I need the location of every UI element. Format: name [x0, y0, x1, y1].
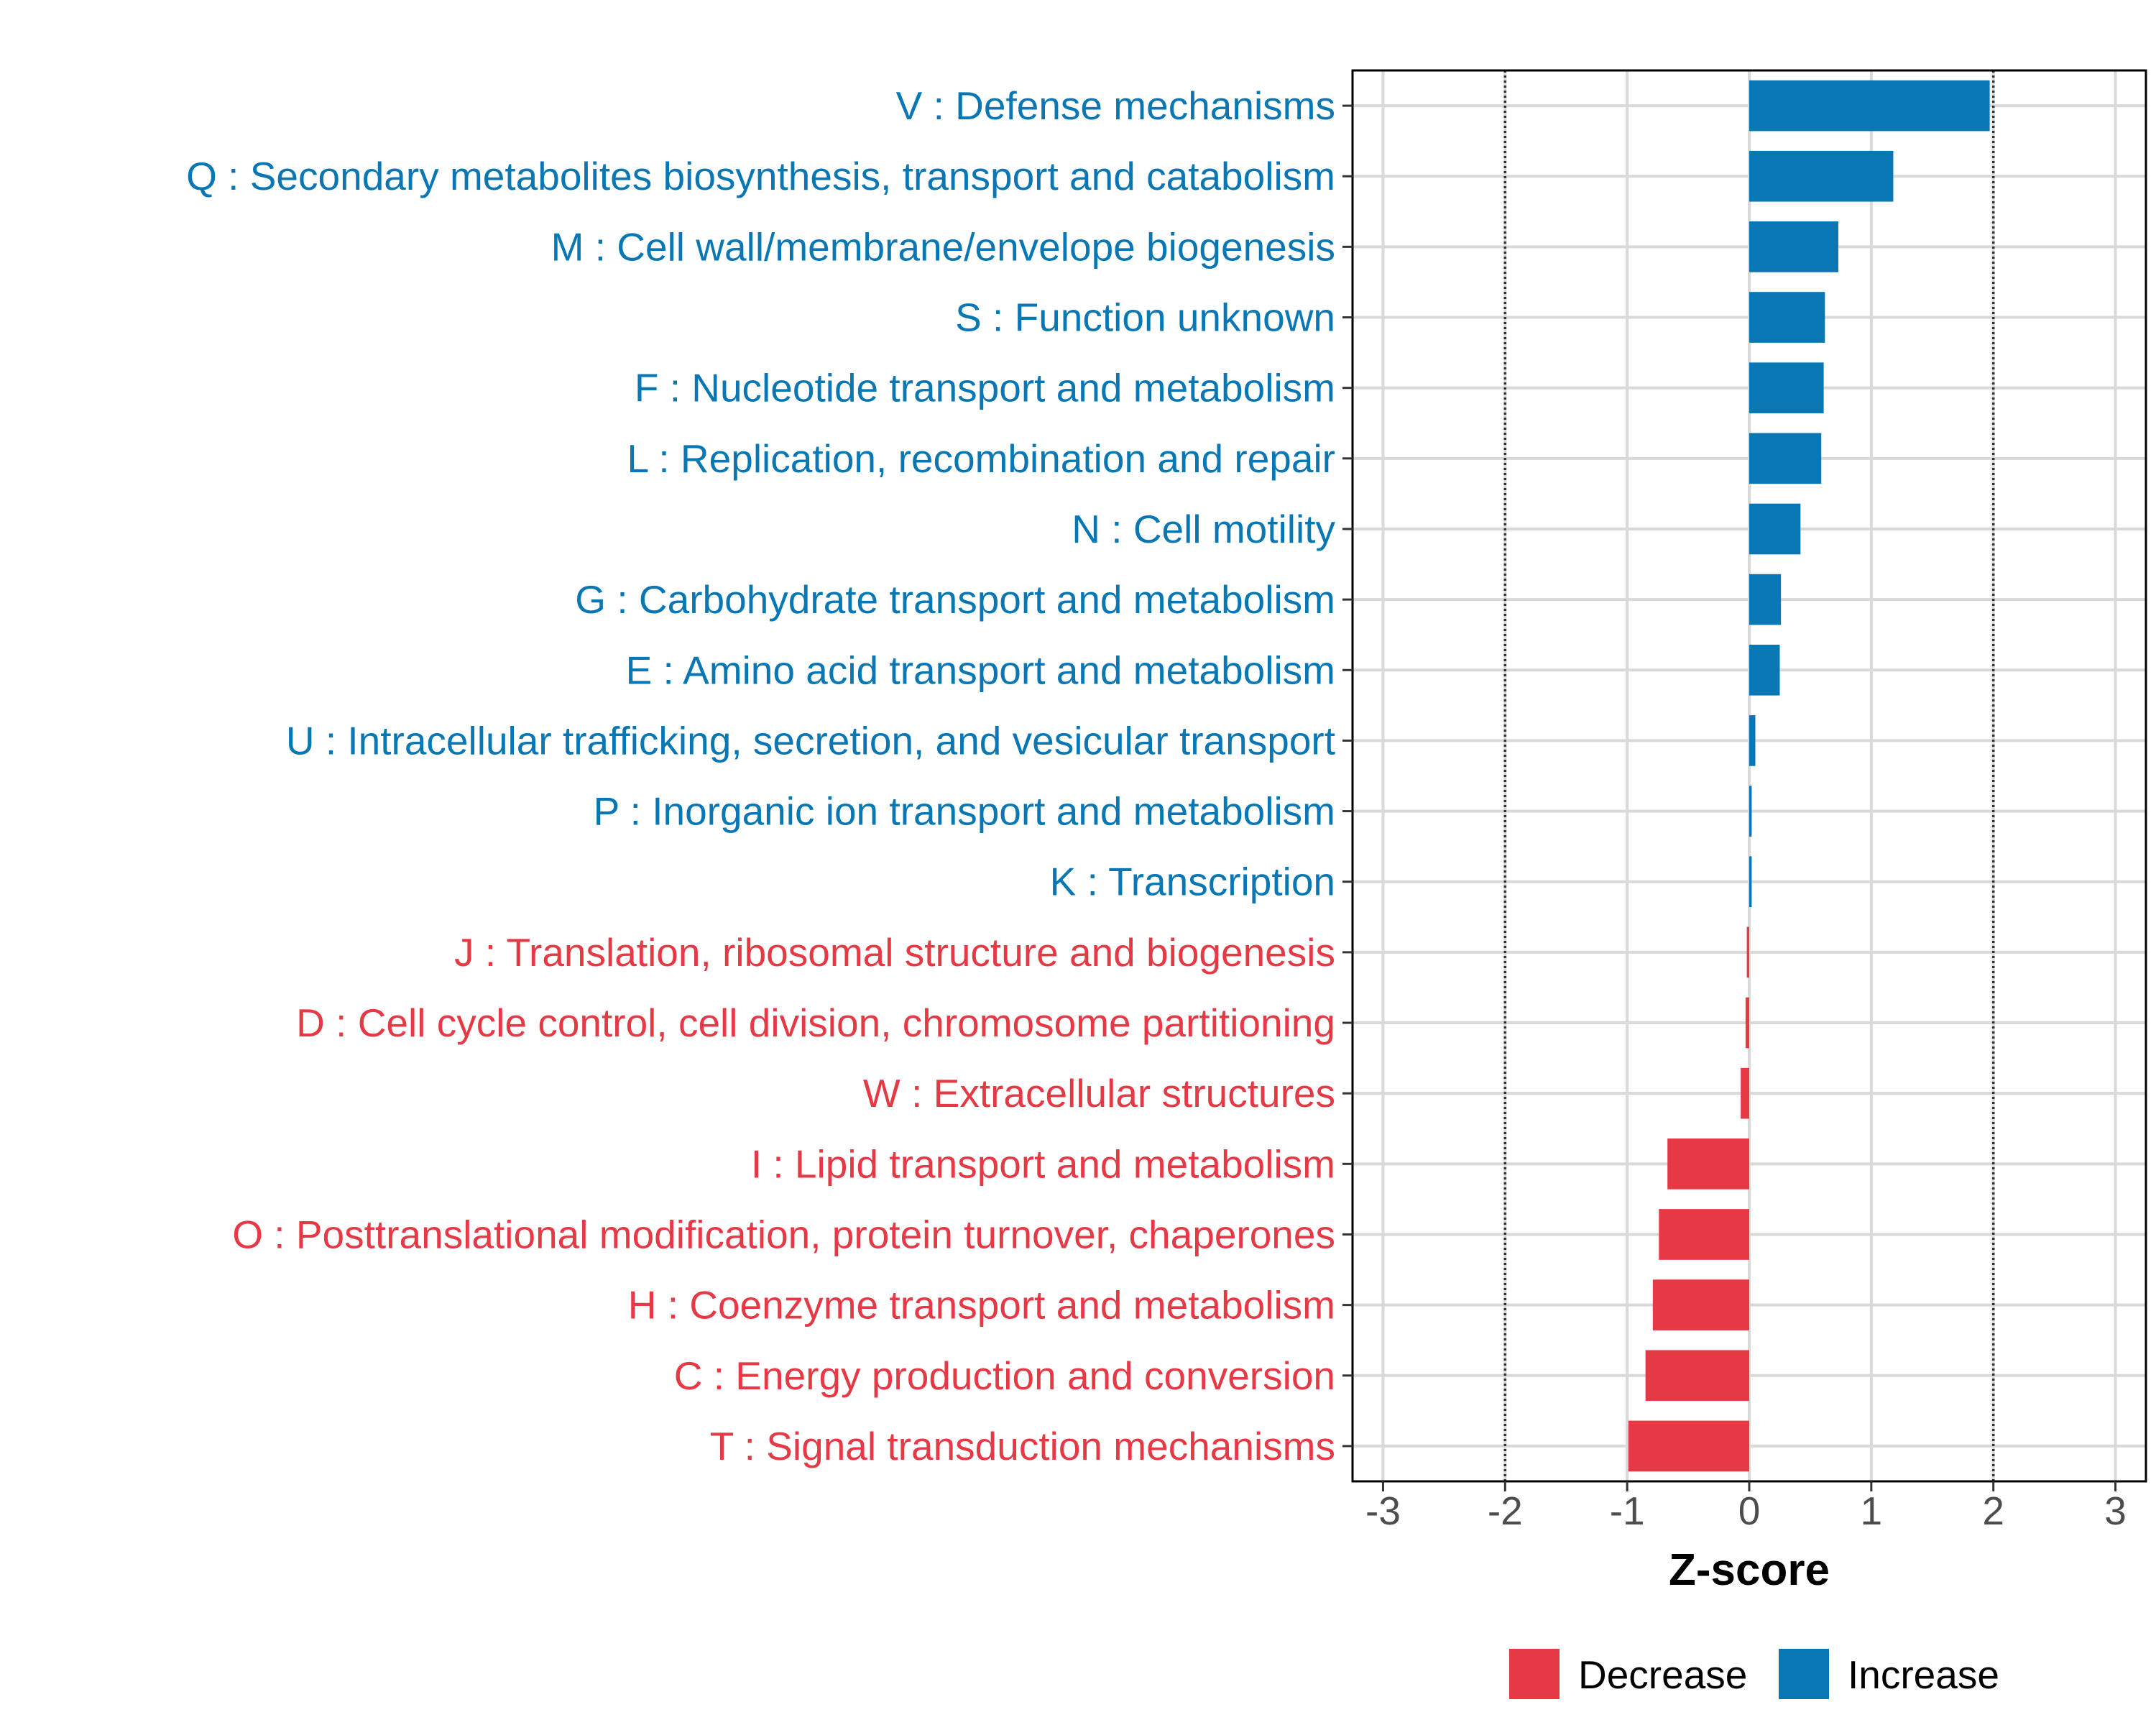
- legend-label: Increase: [1848, 1652, 1999, 1697]
- x-tick-label: 0: [1738, 1489, 1761, 1533]
- y-tick-label: S : Function unknown: [955, 295, 1335, 340]
- bar: [1749, 503, 1801, 555]
- y-tick-label: W : Extracellular structures: [863, 1071, 1335, 1116]
- bar: [1749, 221, 1838, 272]
- reference-lines: [1503, 70, 1995, 1481]
- legend: Decrease Increase: [1509, 1649, 1999, 1699]
- legend-label: Decrease: [1578, 1652, 1747, 1697]
- y-tick-label: P : Inorganic ion transport and metaboli…: [594, 789, 1335, 834]
- x-axis-labels: -3 -2 -1 0 1 2 3: [1365, 1489, 2127, 1533]
- bar: [1628, 1420, 1749, 1472]
- bar: [1749, 150, 1894, 202]
- y-tick-label: E : Amino acid transport and metabolism: [626, 648, 1335, 692]
- y-tick-label: F : Nucleotide transport and metabolism: [635, 366, 1335, 410]
- x-axis-title: Z-score: [1669, 1545, 1830, 1595]
- bar: [1645, 1350, 1749, 1402]
- bar: [1749, 433, 1822, 484]
- x-axis-ticks: [1381, 1481, 2117, 1491]
- bar: [1741, 1067, 1749, 1119]
- bar: [1749, 362, 1824, 414]
- bar: [1745, 997, 1749, 1049]
- y-tick-label: N : Cell motility: [1072, 507, 1335, 551]
- y-tick-label: M : Cell wall/membrane/envelope biogenes…: [551, 224, 1335, 269]
- y-tick-label: K : Transcription: [1050, 860, 1335, 904]
- x-tick-label: 3: [2104, 1489, 2127, 1533]
- bar: [1667, 1138, 1749, 1190]
- y-tick-label: L : Replication, recombination and repai…: [627, 436, 1335, 481]
- bar: [1652, 1279, 1749, 1330]
- bar: [1749, 574, 1782, 625]
- x-tick-label: -3: [1365, 1489, 1401, 1533]
- x-tick-label: -2: [1488, 1489, 1523, 1533]
- bar: [1749, 786, 1752, 837]
- bar: [1746, 926, 1749, 978]
- bar: [1749, 292, 1825, 343]
- x-tick-label: 2: [1982, 1489, 2004, 1533]
- bar: [1659, 1209, 1749, 1260]
- y-tick-label: C : Energy production and conversion: [674, 1353, 1335, 1398]
- y-tick-label: Q : Secondary metabolites biosynthesis, …: [186, 154, 1335, 198]
- y-tick-label: V : Defense mechanisms: [896, 83, 1335, 128]
- y-tick-label: U : Intracellular trafficking, secretion…: [286, 718, 1335, 763]
- y-tick-label: I : Lipid transport and metabolism: [751, 1141, 1335, 1186]
- x-tick-label: 1: [1861, 1489, 1883, 1533]
- y-tick-label: J : Translation, ribosomal structure and…: [454, 930, 1335, 975]
- bar: [1749, 715, 1756, 766]
- vertical-gridlines: [1381, 70, 2117, 1481]
- bar: [1749, 644, 1780, 696]
- bar: [1749, 80, 1990, 132]
- y-axis-labels: V : Defense mechanisms Q : Secondary meta…: [186, 83, 1335, 1468]
- y-tick-label: T : Signal transduction mechanisms: [710, 1424, 1335, 1468]
- y-tick-label: O : Posttranslational modification, prot…: [232, 1212, 1335, 1256]
- legend-key: [1779, 1649, 1829, 1699]
- y-tick-label: H : Coenzyme transport and metabolism: [628, 1283, 1335, 1328]
- y-tick-label: G : Carbohydrate transport and metabolis…: [575, 577, 1335, 622]
- y-axis-ticks: [1342, 104, 1353, 1448]
- x-tick-label: -1: [1610, 1489, 1645, 1533]
- y-tick-label: D : Cell cycle control, cell division, c…: [296, 1000, 1335, 1045]
- legend-key: [1509, 1649, 1560, 1699]
- bar: [1749, 856, 1752, 908]
- bars: [1628, 80, 1990, 1472]
